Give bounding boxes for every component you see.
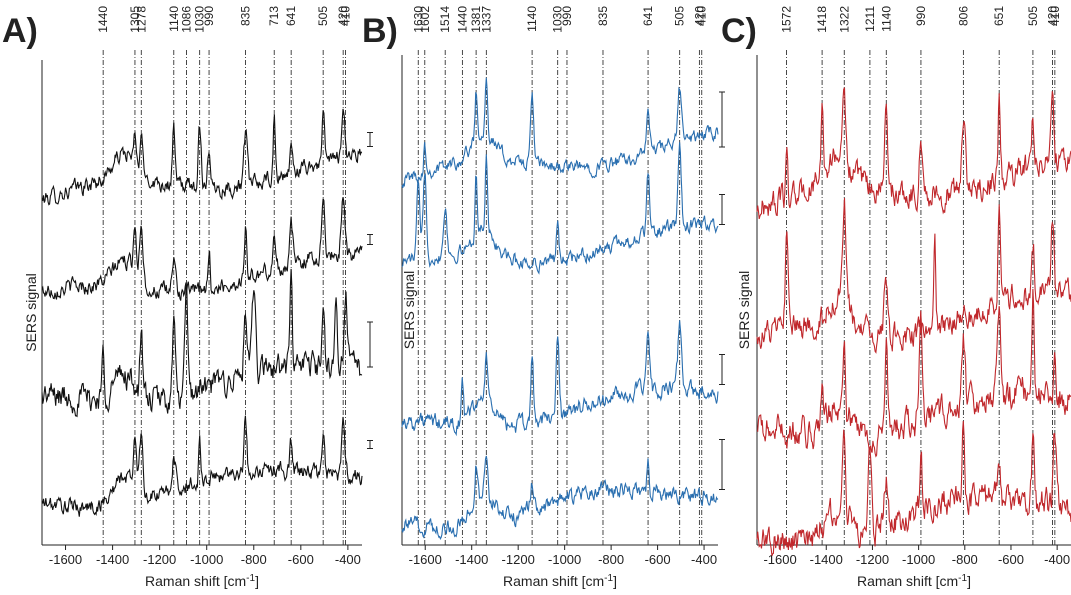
peak-label: 835: [239, 6, 253, 26]
spectrum-line: [756, 197, 1071, 354]
panel-label: C): [721, 12, 757, 50]
peak-label: 835: [596, 6, 610, 26]
peak-label: 1514: [438, 6, 452, 33]
x-tick-label: -1400: [455, 552, 488, 567]
peak-label: 1418: [815, 6, 829, 33]
peak-label: 1305: [128, 6, 142, 33]
peak-label: 990: [914, 6, 928, 26]
x-tick-label: -600: [645, 552, 671, 567]
y-axis-title: SERS signal: [736, 271, 752, 350]
peak-label: 1440: [455, 6, 469, 33]
spectrum-line: [401, 77, 719, 189]
peak-label: 641: [641, 6, 655, 26]
peak-label: 1030: [551, 6, 565, 33]
x-tick-label: -1600: [409, 552, 442, 567]
peak-label: 1630: [411, 6, 425, 33]
peak-label: 1211: [863, 6, 877, 32]
spectrum-line: [41, 108, 363, 206]
peak-label: 1440: [96, 6, 110, 33]
peak-label: 651: [992, 6, 1006, 26]
x-tick-label: -1000: [902, 552, 935, 567]
x-tick-label: -800: [241, 552, 267, 567]
x-tick-label: -800: [952, 552, 978, 567]
x-tick-label: -400: [335, 552, 361, 567]
x-tick-label: -1200: [502, 552, 535, 567]
peak-label: 410: [339, 6, 353, 26]
peak-label: 1322: [837, 6, 851, 33]
peak-label: 505: [1026, 6, 1040, 26]
x-axis-title: Raman shift [cm-1]: [503, 573, 617, 589]
x-tick-label: -1000: [548, 552, 581, 567]
panel-label: B): [362, 12, 398, 50]
peak-label: 1602: [418, 6, 432, 33]
x-tick-label: -1200: [856, 552, 889, 567]
peak-label: 1086: [179, 6, 193, 33]
peak-label: 1140: [167, 6, 181, 32]
panel-a: A) -1600 -1400 -1200 -1000 -800 -600 -400 Raman …: [2, 6, 373, 589]
spectrum-line: [756, 87, 1071, 220]
x-tick-label: -1600: [49, 552, 82, 567]
peak-label: 420: [692, 6, 706, 26]
spectrum-line: [756, 288, 1071, 458]
x-tick-label: -800: [598, 552, 624, 567]
spectrum-line: [756, 420, 1071, 556]
peak-label: 1140: [879, 6, 893, 32]
x-tick-label: -400: [1044, 552, 1070, 567]
peak-label: 1278: [134, 6, 148, 33]
spectrum-line: [401, 142, 719, 275]
peak-label: 990: [202, 6, 216, 26]
x-tick-label: -600: [998, 552, 1024, 567]
peak-label: 505: [673, 6, 687, 26]
peak-label: 990: [560, 6, 574, 26]
peak-label: 713: [267, 6, 281, 26]
x-tick-label: -400: [691, 552, 717, 567]
x-tick-label: -1600: [763, 552, 796, 567]
peak-label: 1337: [479, 6, 493, 33]
spectrum-line: [41, 268, 363, 418]
x-tick-label: -1200: [143, 552, 176, 567]
peak-label: 1381: [469, 6, 483, 33]
peak-label: 1030: [193, 6, 207, 33]
x-tick-label: -1400: [96, 552, 129, 567]
peak-label: 420: [1046, 6, 1060, 26]
peak-label: 806: [956, 6, 970, 26]
peak-label: 410: [695, 6, 709, 26]
peak-label: 420: [336, 6, 350, 26]
peak-label: 641: [284, 6, 298, 26]
spectrum-line: [401, 320, 719, 437]
panel-c: C) -1600 -1400 -1200 -1000 -800 -600 -400 Raman …: [721, 6, 1071, 589]
peak-label: 505: [316, 6, 330, 26]
x-axis-title: Raman shift [cm-1]: [857, 573, 971, 589]
x-tick-label: -1000: [190, 552, 223, 567]
spectrum-line: [401, 455, 719, 540]
spectrum-line: [41, 197, 363, 301]
x-axis-title: Raman shift [cm-1]: [145, 573, 259, 589]
panel-label: A): [2, 12, 38, 50]
panel-b: B) -1600 -1400 -1200 -1000 -800 -600 -400 Raman …: [362, 6, 725, 589]
peak-label: 1140: [525, 6, 539, 32]
x-tick-label: -600: [288, 552, 314, 567]
x-tick-label: -1400: [810, 552, 843, 567]
y-axis-title: SERS signal: [23, 273, 39, 352]
peak-label: 1572: [780, 6, 794, 33]
spectrum-line: [41, 415, 363, 517]
y-axis-title: SERS signal: [401, 271, 417, 350]
peak-label: 410: [1048, 6, 1062, 26]
